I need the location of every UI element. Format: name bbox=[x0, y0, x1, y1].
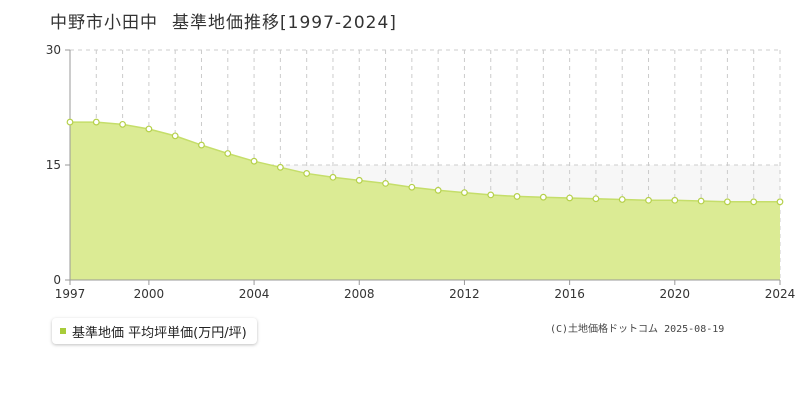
data-point-2015 bbox=[539, 193, 547, 201]
x-tick-label-2020: 2020 bbox=[660, 287, 691, 301]
legend-swatch bbox=[60, 328, 66, 334]
data-point-2011 bbox=[434, 186, 442, 194]
data-point-2013 bbox=[487, 191, 495, 199]
chart-title: 中野市小田中 基準地価推移[1997-2024] bbox=[50, 8, 397, 33]
data-point-1999 bbox=[119, 120, 126, 128]
data-point-1998 bbox=[92, 118, 100, 126]
data-point-2001 bbox=[171, 132, 179, 140]
data-point-2017 bbox=[592, 195, 600, 203]
data-point-2021 bbox=[697, 197, 705, 205]
data-point-2002 bbox=[198, 141, 205, 149]
data-point-2019 bbox=[645, 196, 652, 204]
data-point-2006 bbox=[303, 170, 311, 177]
chart-marker-layer bbox=[66, 118, 784, 206]
data-point-2000 bbox=[145, 125, 153, 133]
x-tick-label-2000: 2000 bbox=[134, 287, 165, 301]
data-point-2024 bbox=[776, 198, 784, 206]
x-tick-label-2004: 2004 bbox=[239, 287, 270, 301]
chart-axis-layer bbox=[65, 49, 781, 285]
data-point-2016 bbox=[566, 194, 574, 202]
x-tick-label-2012: 2012 bbox=[449, 287, 480, 301]
x-tick-label-2024: 2024 bbox=[765, 287, 796, 301]
copyright-text: (C)土地価格ドットコム 2025-08-19 bbox=[550, 324, 725, 335]
chart-label-layer: 0 15 30 1997 2000 2004 2008 2012 2016 2020 2024 bbox=[46, 43, 796, 301]
data-point-2010 bbox=[408, 183, 416, 191]
data-point-2008 bbox=[355, 176, 363, 184]
data-point-2022 bbox=[724, 198, 731, 206]
data-point-2023 bbox=[750, 198, 758, 206]
series-line bbox=[70, 121, 780, 203]
data-point-2007 bbox=[329, 173, 337, 181]
y-tick-label-0: 0 bbox=[53, 273, 61, 287]
data-point-2012 bbox=[461, 189, 468, 197]
data-point-2018 bbox=[618, 196, 626, 203]
chart-legend: 基準地価 平均坪単価(万円/坪) bbox=[52, 318, 257, 344]
data-point-2014 bbox=[513, 193, 521, 200]
data-point-2020 bbox=[671, 196, 679, 204]
x-tick-label-1997: 1997 bbox=[55, 287, 86, 301]
x-tick-label-2016: 2016 bbox=[554, 287, 585, 301]
x-tick-label-2008: 2008 bbox=[344, 287, 375, 301]
chart-title-subject: 基準地価推移[1997-2024] bbox=[172, 13, 397, 33]
y-tick-label-15: 15 bbox=[46, 158, 61, 172]
data-point-2004 bbox=[250, 157, 258, 165]
data-point-2003 bbox=[224, 150, 232, 157]
chart-area-layer bbox=[70, 121, 780, 280]
data-point-2005 bbox=[276, 163, 284, 171]
data-point-2009 bbox=[382, 179, 389, 187]
chart-title-place: 中野市小田中 bbox=[50, 13, 158, 33]
y-tick-label-30: 30 bbox=[46, 43, 61, 57]
data-point-1997 bbox=[66, 118, 74, 126]
legend-label: 基準地価 平均坪単価(万円/坪) bbox=[72, 325, 247, 341]
series-area-fill bbox=[70, 122, 780, 280]
